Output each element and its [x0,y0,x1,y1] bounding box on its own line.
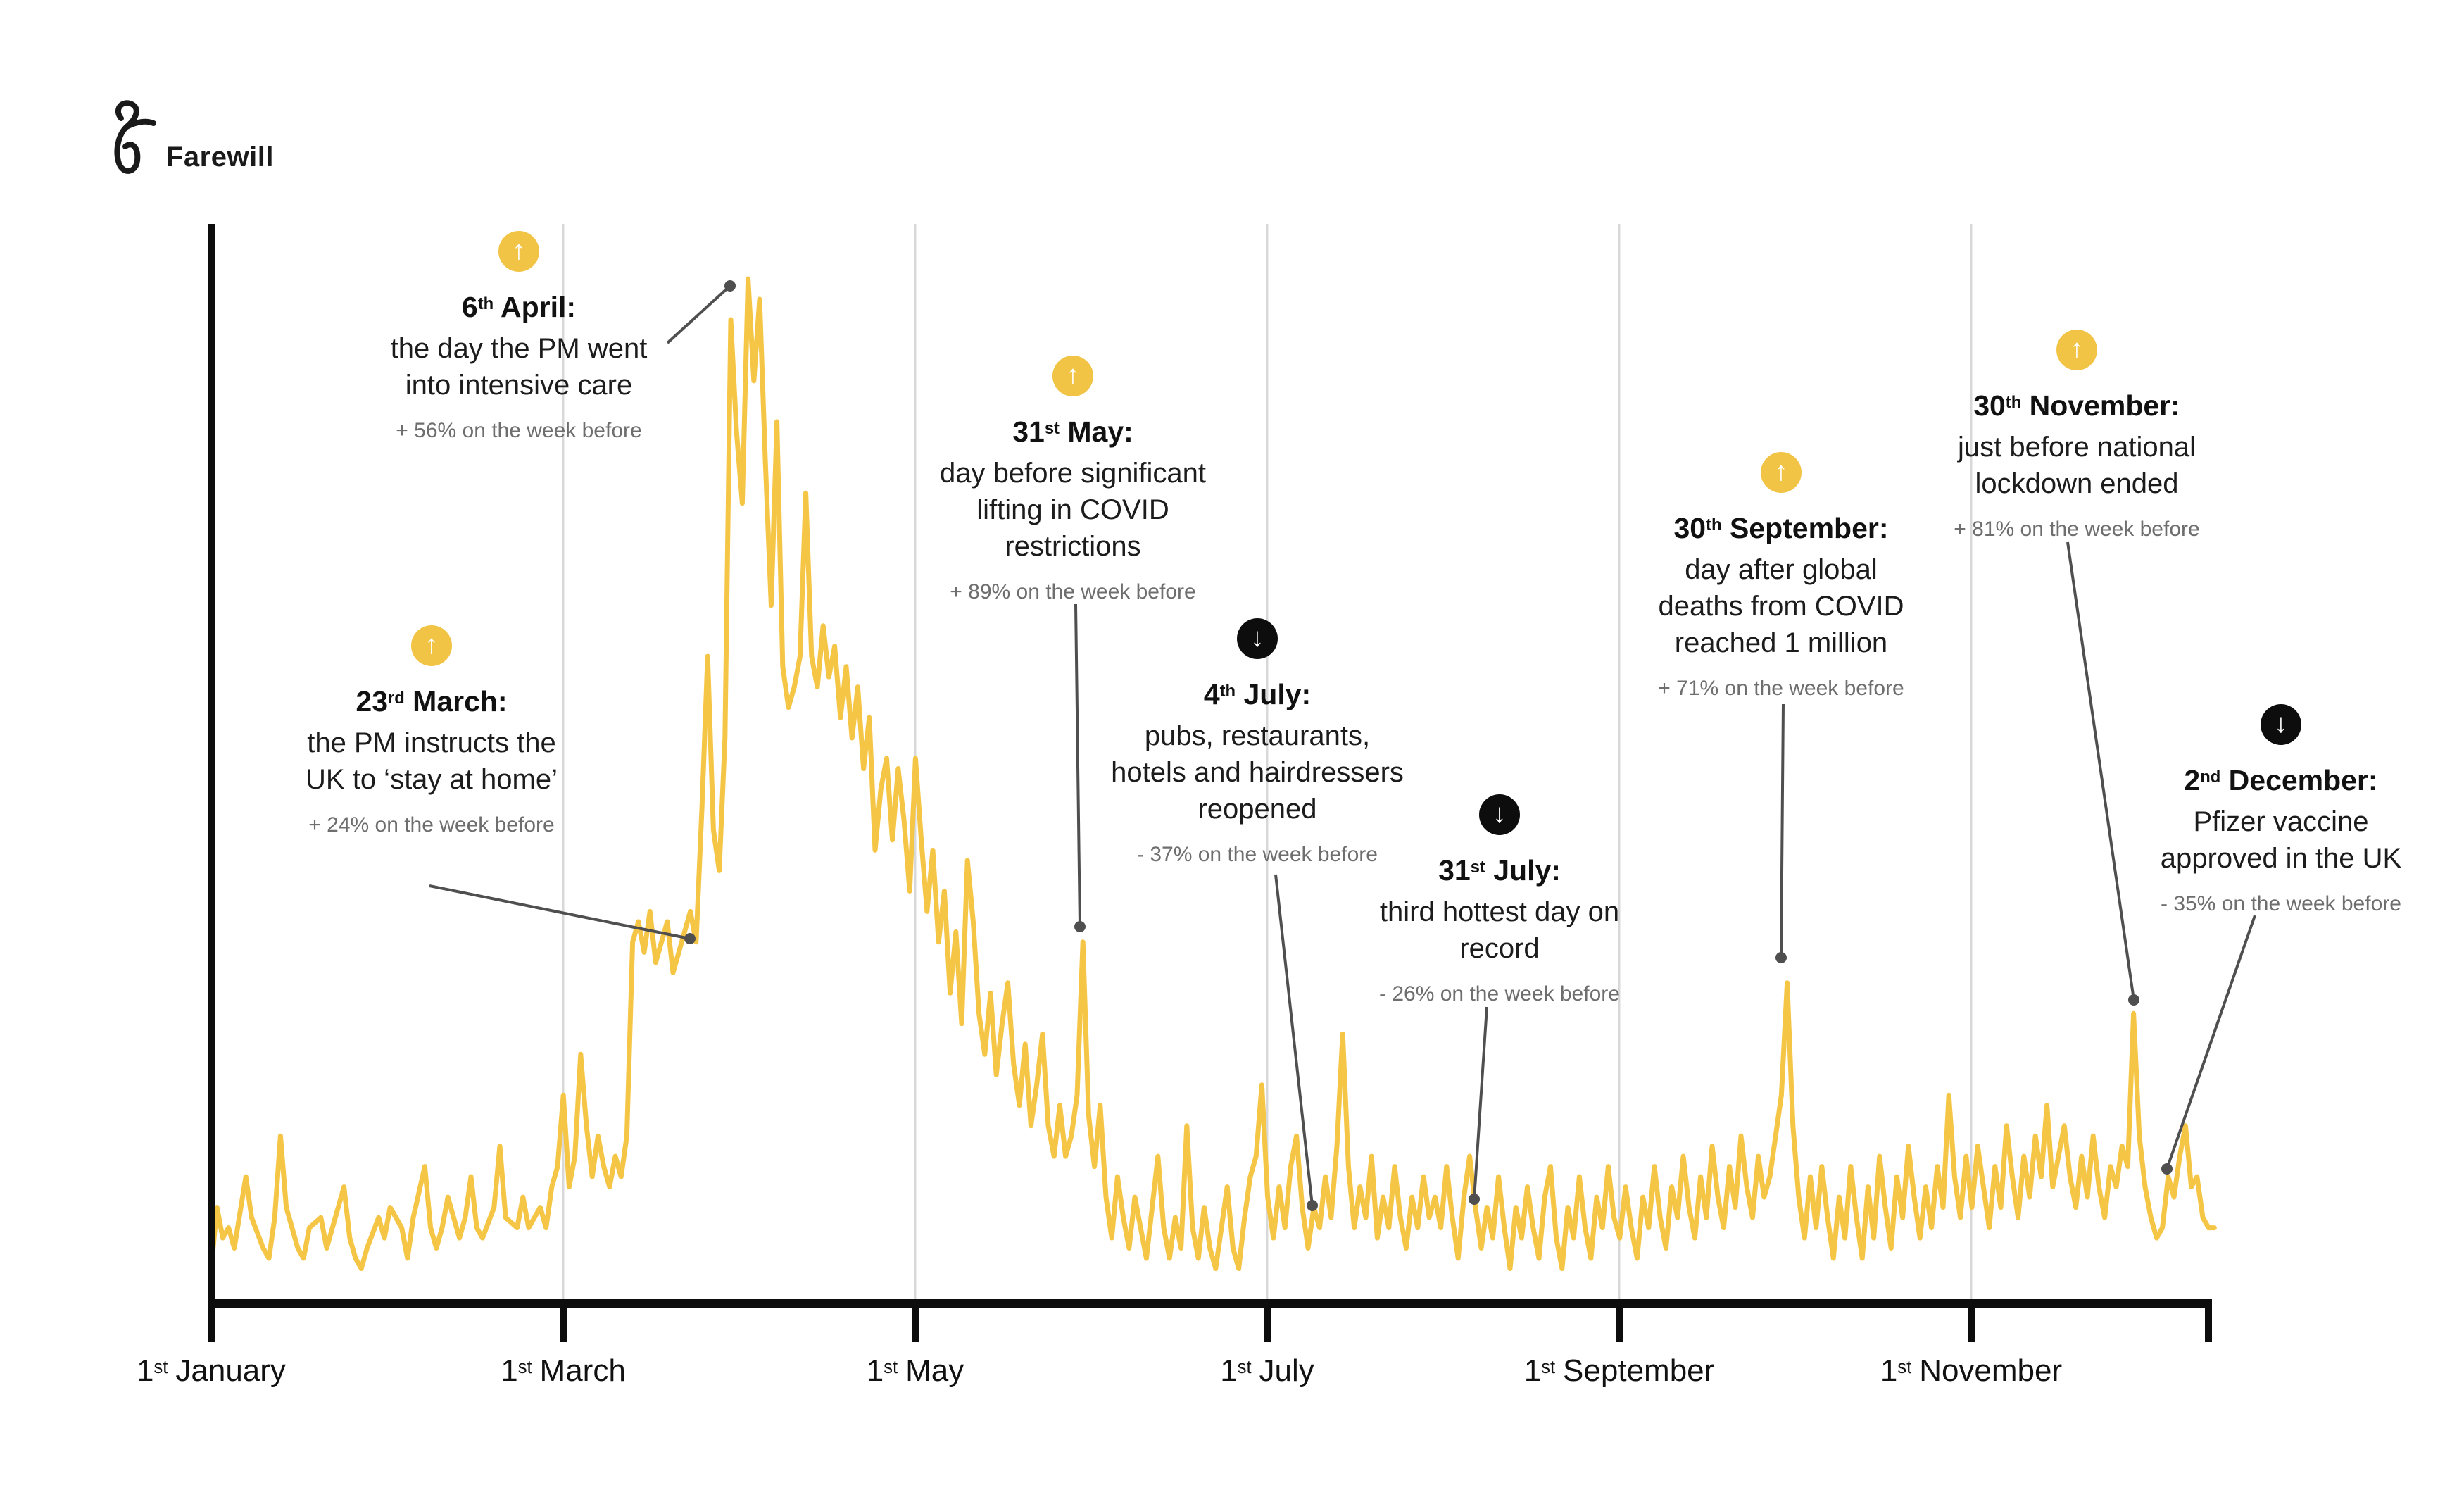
leader-line [1780,703,1785,958]
annotation-text: day before significant [939,458,1206,489]
annotation-date: 4th July: [1203,678,1312,710]
annotation-31-may: ↑ 31st May: day before significant lifti… [893,356,1252,604]
arrow-down-icon: ↓ [1479,794,1520,835]
annotation-date: 31st May: [1012,415,1133,448]
leader-dot [724,280,736,292]
leader-dot [1074,921,1086,932]
x-axis-tick [2205,1308,2212,1342]
annotation-31-july: ↓ 31st July: third hottest day on record… [1334,794,1665,1006]
annotation-30-september: ↑ 30th September: day after global death… [1609,452,1954,701]
arrow-up-icon: ↑ [1052,356,1093,396]
annotation-date: 30th November: [1973,389,2180,422]
annotation-delta: + 89% on the week before [950,580,1196,603]
chart-line [208,276,2217,1271]
leader-line [2066,541,2135,1001]
annotation-text: reached 1 million [1674,627,1888,658]
x-axis-tick [912,1308,919,1342]
leader-line [666,284,731,344]
annotation-text: record [1459,933,1540,964]
annotation-30-november: ↑ 30th November: just before national lo… [1908,330,2246,541]
leader-line [1074,603,1081,927]
x-axis-label-july: 1st July [1220,1353,1314,1388]
leader-dot [1775,952,1787,963]
annotation-text: the PM instructs the [307,727,556,758]
x-axis-tick [1616,1308,1623,1342]
annotation-delta: + 81% on the week before [1954,518,2200,541]
x-axis-tick [560,1308,567,1342]
x-axis-tick [1968,1308,1975,1342]
x-axis-label-may: 1st May [866,1353,964,1388]
annotation-4-july: ↓ 4th July: pubs, restaurants, hotels an… [1071,618,1444,867]
arrow-up-icon: ↑ [1761,452,1802,493]
annotation-text: lifting in COVID [976,494,1169,525]
leader-line [1274,874,1314,1206]
annotation-text: UK to ‘stay at home’ [306,764,558,795]
annotation-text: hotels and hairdressers [1111,757,1404,788]
annotation-delta: + 24% on the week before [308,813,555,837]
x-axis-label-january: 1st January [137,1353,286,1388]
arrow-down-icon: ↓ [1237,618,1278,659]
farewill-script-icon [114,100,156,174]
annotation-text: the day the PM went [390,333,648,364]
x-axis-tick [1264,1308,1271,1342]
annotation-delta: + 71% on the week before [1658,677,1904,700]
annotation-text: lockdown ended [1975,468,2179,499]
x-axis-tick [208,1308,215,1342]
x-axis-label-september: 1st September [1523,1353,1715,1388]
annotation-date: 23rd March: [356,685,508,718]
annotation-23-march: ↑ 23rd March: the PM instructs the UK to… [266,625,597,837]
arrow-up-icon: ↑ [2056,330,2097,370]
annotation-delta: - 37% on the week before [1137,843,1378,866]
leader-line [429,884,691,940]
leader-line [2166,915,2256,1170]
annotation-2-december: ↓ 2nd December: Pfizer vaccine approved … [2123,704,2439,916]
annotation-delta: + 56% on the week before [396,419,642,442]
annotation-text: reopened [1198,794,1317,825]
farewill-logo: Farewill [113,99,274,177]
annotation-text: just before national [1957,432,2196,463]
x-axis [208,1299,2212,1308]
leader-dot [2161,1163,2173,1175]
arrow-up-icon: ↑ [498,231,539,272]
leader-line [1473,1006,1488,1200]
annotation-text: approved in the UK [2160,843,2402,874]
annotation-date: 30th September: [1673,512,1889,544]
arrow-down-icon: ↓ [2261,704,2301,745]
annotation-date: 6th April: [461,291,577,323]
y-axis [208,224,215,1342]
annotation-text: into intensive care [405,370,633,401]
leader-dot [684,933,696,944]
leader-dot [2128,994,2139,1006]
annotation-delta: - 35% on the week before [2161,892,2401,915]
arrow-up-icon: ↑ [411,625,452,666]
annotation-text: pubs, restaurants, [1144,720,1371,751]
annotation-date: 31st July: [1438,854,1561,887]
annotation-text: Pfizer vaccine [2193,806,2369,837]
annotation-delta: - 26% on the week before [1379,982,1620,1006]
annotation-text: third hottest day on [1379,896,1620,927]
annotation-date: 2nd December: [2184,764,2378,796]
leader-dot [1469,1194,1480,1205]
leader-dot [1307,1200,1318,1211]
brand-name: Farewill [166,142,274,173]
annotation-6-april: ↑ 6th April: the day the PM went into in… [350,231,688,443]
annotation-text: restrictions [1005,531,1141,562]
annotation-text: deaths from COVID [1658,591,1904,622]
x-axis-label-november: 1st November [1880,1353,2063,1388]
x-axis-label-march: 1st March [501,1353,626,1388]
annotation-text: day after global [1685,554,1878,585]
